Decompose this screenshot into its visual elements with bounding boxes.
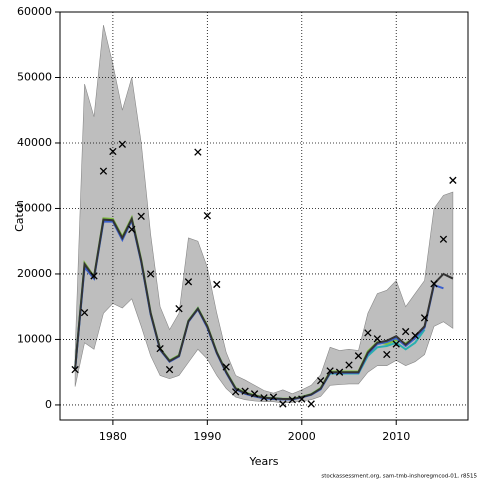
observed-point — [250, 390, 259, 398]
y-tick-label: 20000 — [17, 267, 52, 280]
observed-point — [354, 352, 363, 360]
confidence-band — [74, 25, 454, 404]
observed-point — [260, 394, 268, 402]
observed-point — [232, 388, 240, 396]
observed-point — [288, 396, 296, 404]
observed-point — [90, 272, 98, 280]
y-tick-label: 10000 — [17, 332, 52, 345]
observed-point — [80, 308, 89, 317]
observed-point — [128, 225, 136, 234]
observed-point — [402, 327, 410, 336]
x-tick-label: 2010 — [382, 430, 410, 443]
observed-point — [392, 340, 400, 348]
observed-point — [307, 400, 315, 408]
x-tick-label: 1980 — [99, 430, 127, 443]
y-tick-label: 60000 — [17, 5, 52, 18]
observed-point — [165, 365, 174, 374]
plot-frame — [59, 11, 469, 421]
observed-point — [326, 367, 334, 375]
footer: stockassessment.org, sam-tmb-inshoregmco… — [321, 474, 477, 480]
observed-point — [439, 235, 448, 243]
observed-point — [279, 400, 287, 408]
observed-point — [222, 363, 230, 371]
observed-point — [430, 280, 438, 288]
y-tick-label: 30000 — [17, 201, 52, 214]
y-tick-label: 40000 — [17, 136, 52, 149]
observed-point — [420, 314, 429, 322]
observed-point — [203, 212, 211, 220]
observed-point — [449, 176, 457, 184]
observed-point — [175, 305, 183, 313]
observed-point — [71, 365, 79, 374]
x-tick-label: 2000 — [288, 430, 316, 443]
observed-point — [269, 393, 278, 401]
observed-point — [335, 368, 344, 376]
observed-point — [411, 331, 419, 340]
observed-point — [364, 329, 372, 337]
observed-point — [373, 335, 381, 343]
observed-point — [317, 377, 325, 385]
observed-point — [156, 344, 164, 353]
y-axis-label: Catch — [13, 200, 26, 232]
observed-point — [99, 167, 108, 175]
observed-point — [118, 140, 126, 148]
observed-point — [383, 350, 391, 359]
observed-point — [147, 270, 155, 278]
observed-point — [137, 212, 145, 220]
x-axis-label: Years — [248, 455, 278, 468]
observed-point — [194, 148, 202, 156]
y-tick-label: 50000 — [17, 70, 52, 83]
observed-point — [241, 387, 249, 395]
x-tick-label: 1990 — [193, 430, 221, 443]
observed-point — [184, 278, 193, 286]
observed-point — [109, 147, 117, 156]
observed-point — [213, 280, 221, 289]
observed-point — [298, 395, 306, 403]
y-tick-label: 0 — [45, 398, 52, 411]
observed-point — [345, 361, 353, 369]
